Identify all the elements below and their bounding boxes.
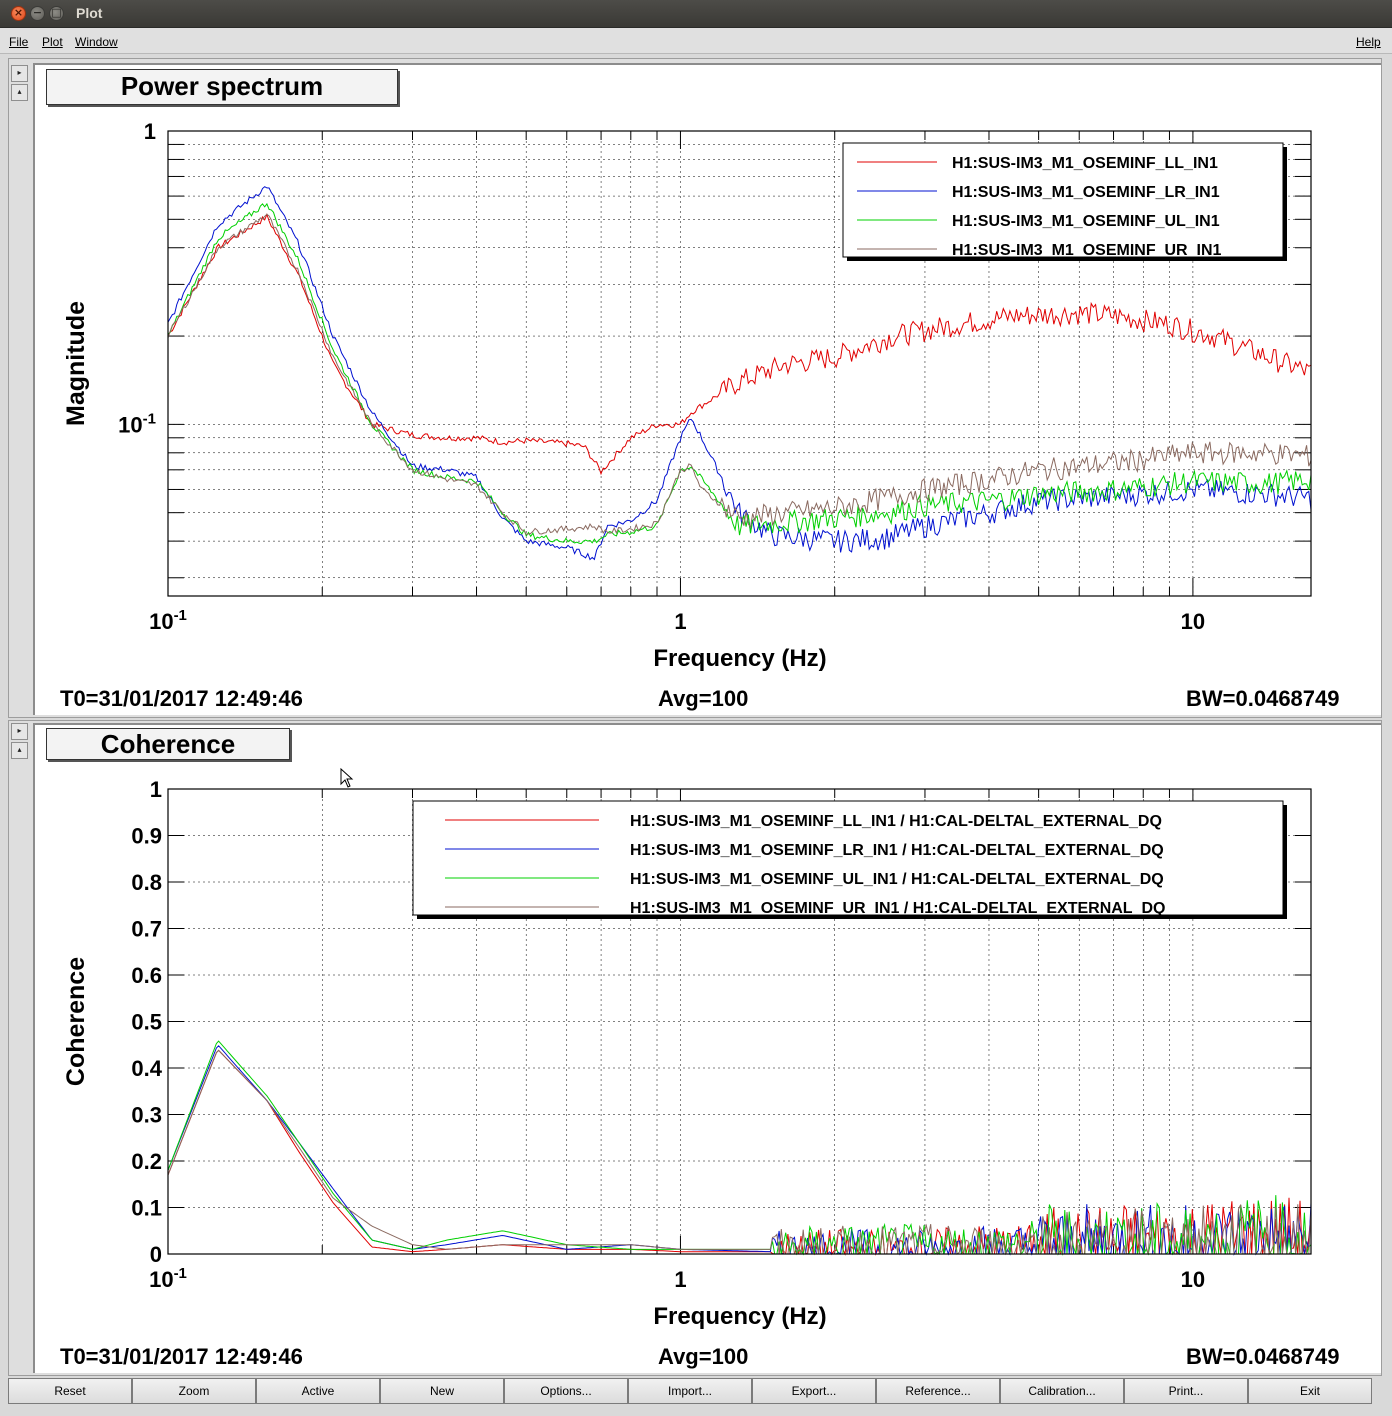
- bottom-t0-label: T0=31/01/2017 12:49:46: [60, 1344, 303, 1369]
- menu-plot-label: Plot: [42, 35, 63, 49]
- x-tick-label: 1: [674, 1267, 686, 1292]
- legend-label: H1:SUS-IM3_M1_OSEMINF_LR_IN1 / H1:CAL-DE…: [630, 842, 1164, 859]
- minimize-window-button[interactable]: −: [30, 6, 45, 21]
- y-tick-label: 0.4: [131, 1056, 162, 1081]
- coherence-title: Coherence: [46, 728, 290, 760]
- print-button[interactable]: Print...: [1124, 1378, 1248, 1404]
- legend-label: H1:SUS-IM3_M1_OSEMINF_UL_IN1: [952, 213, 1220, 230]
- minimize-icon: −: [32, 6, 43, 19]
- y-tick-label: 0.3: [131, 1103, 162, 1128]
- window-titlebar: × − □ Plot: [0, 0, 1392, 28]
- top-avg-label: Avg=100: [658, 686, 749, 711]
- series-line-2: [167, 202, 1312, 545]
- import-button[interactable]: Import...: [628, 1378, 752, 1404]
- y-tick-label: 1: [144, 119, 156, 144]
- menu-window-label: Window: [75, 35, 118, 49]
- maximize-window-button[interactable]: □: [49, 6, 64, 21]
- new-button[interactable]: New: [380, 1378, 504, 1404]
- y-axis-label: Magnitude: [62, 301, 90, 426]
- y-tick-label: 0.9: [131, 824, 162, 849]
- series-line-1: [167, 1045, 1312, 1256]
- x-axis-label: Frequency (Hz): [653, 645, 826, 672]
- x-tick-label-exponent: -1: [174, 607, 187, 624]
- legend-label: H1:SUS-IM3_M1_OSEMINF_LL_IN1: [952, 155, 1218, 172]
- menu-help-label: Help: [1356, 35, 1381, 49]
- y-tick-label-exponent: -1: [143, 410, 156, 427]
- top-bw-label: BW=0.0468749: [1186, 686, 1340, 711]
- panel-next-button[interactable]: ▸: [11, 723, 28, 740]
- reset-button[interactable]: Reset: [8, 1378, 132, 1404]
- menu-bar: File Plot Window Help: [0, 28, 1392, 54]
- bottom-bw-label: BW=0.0468749: [1186, 1344, 1340, 1369]
- x-tick-label: 1: [674, 609, 686, 634]
- active-button[interactable]: Active: [256, 1378, 380, 1404]
- x-tick-label: 10: [1181, 609, 1205, 634]
- y-tick-label: 0.7: [131, 917, 162, 942]
- y-tick-label: 0.8: [131, 870, 162, 895]
- x-tick-label: 10-1: [149, 607, 187, 634]
- top-t0-label: T0=31/01/2017 12:49:46: [60, 686, 303, 711]
- legend-label: H1:SUS-IM3_M1_OSEMINF_LR_IN1: [952, 184, 1220, 201]
- x-tick-label: 10: [1181, 1267, 1205, 1292]
- coherence-chart[interactable]: 10-1 1 10 0 0.1 0.2 0.3 0.4 0.5 0.6 0.7 0.8 0.9 1 Freq…: [0, 720, 1392, 1376]
- legend-label: H1:SUS-IM3_M1_OSEMINF_UL_IN1 / H1:CAL-DE…: [630, 871, 1164, 888]
- menu-window[interactable]: Window: [75, 35, 118, 49]
- y-tick-label: 10-1: [118, 410, 156, 437]
- series-line-3: [167, 213, 1312, 536]
- y-tick-label: 0.1: [131, 1196, 162, 1221]
- legend-label: H1:SUS-IM3_M1_OSEMINF_LL_IN1 / H1:CAL-DE…: [630, 813, 1162, 830]
- x-tick-label-exponent: -1: [174, 1265, 187, 1282]
- plot-frame: [167, 788, 1312, 1255]
- exit-button[interactable]: Exit: [1248, 1378, 1372, 1404]
- x-axis-label: Frequency (Hz): [653, 1303, 826, 1330]
- calibration-button[interactable]: Calibration...: [1000, 1378, 1124, 1404]
- panel-collapse-button[interactable]: ▴: [11, 742, 28, 759]
- export-button[interactable]: Export...: [752, 1378, 876, 1404]
- menu-file[interactable]: File: [9, 35, 28, 49]
- power-spectrum-title: Power spectrum: [46, 69, 398, 105]
- x-tick-label: 10-1: [149, 1265, 187, 1292]
- y-axis-label: Coherence: [62, 957, 90, 1086]
- legend: H1:SUS-IM3_M1_OSEMINF_LL_IN1 H1:SUS-IM3_M…: [842, 142, 1287, 261]
- maximize-icon: □: [51, 6, 62, 19]
- zoom-button[interactable]: Zoom: [132, 1378, 256, 1404]
- y-tick-label: 1: [150, 777, 162, 802]
- panel-next-button[interactable]: ▸: [11, 65, 28, 82]
- y-tick-label: 0: [150, 1242, 162, 1267]
- y-tick-label: 0.6: [131, 963, 162, 988]
- y-tick-label: 0.2: [131, 1149, 162, 1174]
- power-spectrum-chart[interactable]: 10-1 1 10 1 10-1 Frequency (Hz) Magnitude H1:SU…: [0, 0, 1392, 720]
- mouse-cursor-icon: [340, 768, 354, 788]
- reference-button[interactable]: Reference...: [876, 1378, 1000, 1404]
- window-title: Plot: [76, 5, 103, 21]
- menu-help[interactable]: Help: [1356, 35, 1381, 49]
- legend-label: H1:SUS-IM3_M1_OSEMINF_UR_IN1: [952, 242, 1222, 259]
- legend: H1:SUS-IM3_M1_OSEMINF_LL_IN1 / H1:CAL-DE…: [412, 800, 1287, 919]
- bottom-avg-label: Avg=100: [658, 1344, 749, 1369]
- y-tick-label: 0.5: [131, 1010, 162, 1035]
- close-window-button[interactable]: ×: [11, 6, 26, 21]
- menu-file-label: File: [9, 35, 29, 49]
- menu-plot[interactable]: Plot: [42, 35, 63, 49]
- series-line-0: [167, 212, 1312, 476]
- close-icon: ×: [13, 6, 24, 19]
- bottom-toolbar: Reset Zoom Active New Options... Import.…: [8, 1378, 1382, 1404]
- legend-label: H1:SUS-IM3_M1_OSEMINF_UR_IN1 / H1:CAL-DE…: [630, 900, 1165, 917]
- plot-frame: [167, 130, 1312, 597]
- panel-collapse-button[interactable]: ▴: [11, 84, 28, 101]
- options-button[interactable]: Options...: [504, 1378, 628, 1404]
